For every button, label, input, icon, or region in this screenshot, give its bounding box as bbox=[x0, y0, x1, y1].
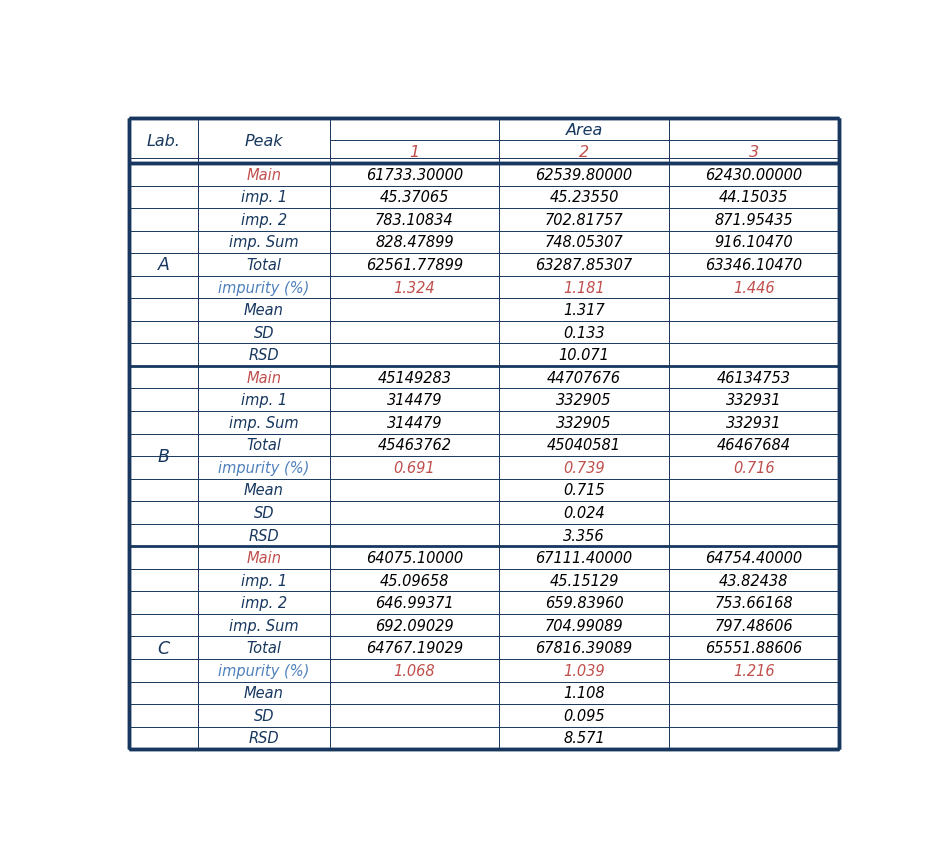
Text: 692.09029: 692.09029 bbox=[375, 618, 454, 633]
Text: 63287.85307: 63287.85307 bbox=[535, 258, 632, 273]
Text: 64767.19029: 64767.19029 bbox=[366, 641, 463, 655]
Text: Total: Total bbox=[246, 258, 281, 273]
Text: 45149283: 45149283 bbox=[378, 370, 451, 386]
Text: 1: 1 bbox=[410, 145, 419, 160]
Text: RSD: RSD bbox=[248, 730, 279, 746]
Text: 916.10470: 916.10470 bbox=[715, 235, 793, 250]
Text: 702.81757: 702.81757 bbox=[545, 212, 623, 228]
Text: 1.181: 1.181 bbox=[564, 280, 605, 295]
Text: Main: Main bbox=[246, 167, 281, 183]
Text: Total: Total bbox=[246, 641, 281, 655]
Text: 64075.10000: 64075.10000 bbox=[366, 550, 463, 566]
Text: A: A bbox=[158, 256, 170, 274]
Text: 46134753: 46134753 bbox=[716, 370, 791, 386]
Text: 1.317: 1.317 bbox=[564, 303, 605, 317]
Text: 45.37065: 45.37065 bbox=[379, 190, 449, 205]
Text: 646.99371: 646.99371 bbox=[375, 595, 454, 611]
Text: imp. 2: imp. 2 bbox=[241, 212, 287, 228]
Text: 783.10834: 783.10834 bbox=[375, 212, 454, 228]
Text: 63346.10470: 63346.10470 bbox=[705, 258, 802, 273]
Text: RSD: RSD bbox=[248, 528, 279, 543]
Text: Lab.: Lab. bbox=[146, 134, 180, 148]
Text: 43.82438: 43.82438 bbox=[719, 573, 788, 588]
Text: 61733.30000: 61733.30000 bbox=[366, 167, 463, 183]
Text: 659.83960: 659.83960 bbox=[545, 595, 623, 611]
Text: 44707676: 44707676 bbox=[548, 370, 621, 386]
Text: 314479: 314479 bbox=[387, 415, 442, 430]
Text: 797.48606: 797.48606 bbox=[715, 618, 793, 633]
Text: 44.15035: 44.15035 bbox=[719, 190, 788, 205]
Text: Peak: Peak bbox=[244, 134, 283, 148]
Text: RSD: RSD bbox=[248, 348, 279, 363]
Text: 45463762: 45463762 bbox=[378, 438, 451, 453]
Text: 332931: 332931 bbox=[726, 392, 782, 408]
Text: 0.095: 0.095 bbox=[564, 708, 605, 723]
Text: SD: SD bbox=[254, 325, 274, 340]
Text: 1.216: 1.216 bbox=[733, 663, 775, 678]
Text: C: C bbox=[158, 639, 170, 657]
Text: 0.739: 0.739 bbox=[564, 461, 605, 475]
Text: 753.66168: 753.66168 bbox=[715, 595, 793, 611]
Text: imp. Sum: imp. Sum bbox=[229, 618, 298, 633]
Text: impurity (%): impurity (%) bbox=[218, 663, 310, 678]
Text: 45040581: 45040581 bbox=[548, 438, 621, 453]
Text: 332905: 332905 bbox=[556, 415, 612, 430]
Text: SD: SD bbox=[254, 505, 274, 520]
Text: 67816.39089: 67816.39089 bbox=[535, 641, 632, 655]
Text: 2: 2 bbox=[579, 145, 589, 160]
Text: impurity (%): impurity (%) bbox=[218, 280, 310, 295]
Text: imp. Sum: imp. Sum bbox=[229, 415, 298, 430]
Text: 8.571: 8.571 bbox=[564, 730, 605, 746]
Text: SD: SD bbox=[254, 708, 274, 723]
Text: 332905: 332905 bbox=[556, 392, 612, 408]
Text: Total: Total bbox=[246, 438, 281, 453]
Text: 1.068: 1.068 bbox=[394, 663, 435, 678]
Text: 314479: 314479 bbox=[387, 392, 442, 408]
Text: B: B bbox=[158, 448, 170, 466]
Text: Mean: Mean bbox=[244, 303, 284, 317]
Text: 10.071: 10.071 bbox=[559, 348, 610, 363]
Text: 332931: 332931 bbox=[726, 415, 782, 430]
Text: 1.039: 1.039 bbox=[564, 663, 605, 678]
Text: imp. Sum: imp. Sum bbox=[229, 235, 298, 250]
Text: 704.99089: 704.99089 bbox=[545, 618, 623, 633]
Text: 1.446: 1.446 bbox=[733, 280, 775, 295]
Text: Mean: Mean bbox=[244, 483, 284, 498]
Text: 62430.00000: 62430.00000 bbox=[705, 167, 802, 183]
Text: imp. 1: imp. 1 bbox=[241, 573, 287, 588]
Text: 748.05307: 748.05307 bbox=[545, 235, 623, 250]
Text: Main: Main bbox=[246, 550, 281, 566]
Bar bbox=[129, 119, 838, 164]
Text: 0.716: 0.716 bbox=[733, 461, 775, 475]
Text: 1.108: 1.108 bbox=[564, 686, 605, 700]
Text: 67111.40000: 67111.40000 bbox=[535, 550, 632, 566]
Text: 45.09658: 45.09658 bbox=[379, 573, 449, 588]
Text: impurity (%): impurity (%) bbox=[218, 461, 310, 475]
Text: Area: Area bbox=[565, 123, 602, 137]
Text: 46467684: 46467684 bbox=[716, 438, 791, 453]
Text: 0.133: 0.133 bbox=[564, 325, 605, 340]
Text: imp. 1: imp. 1 bbox=[241, 190, 287, 205]
Text: 1.324: 1.324 bbox=[394, 280, 435, 295]
Text: 0.024: 0.024 bbox=[564, 505, 605, 520]
Text: 45.15129: 45.15129 bbox=[549, 573, 618, 588]
Text: 0.691: 0.691 bbox=[394, 461, 435, 475]
Text: 3.356: 3.356 bbox=[564, 528, 605, 543]
Text: 45.23550: 45.23550 bbox=[549, 190, 618, 205]
Text: 871.95435: 871.95435 bbox=[715, 212, 793, 228]
Text: 62561.77899: 62561.77899 bbox=[366, 258, 463, 273]
Text: 65551.88606: 65551.88606 bbox=[705, 641, 802, 655]
Text: 0.715: 0.715 bbox=[564, 483, 605, 498]
Text: 3: 3 bbox=[749, 145, 759, 160]
Text: imp. 2: imp. 2 bbox=[241, 595, 287, 611]
Text: 62539.80000: 62539.80000 bbox=[535, 167, 632, 183]
Text: Mean: Mean bbox=[244, 686, 284, 700]
Text: imp. 1: imp. 1 bbox=[241, 392, 287, 408]
Text: Main: Main bbox=[246, 370, 281, 386]
Text: 64754.40000: 64754.40000 bbox=[705, 550, 802, 566]
Text: 828.47899: 828.47899 bbox=[375, 235, 454, 250]
